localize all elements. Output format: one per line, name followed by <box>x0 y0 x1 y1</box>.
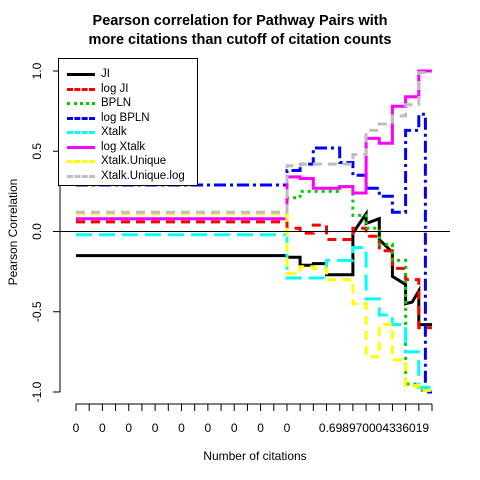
series-layer <box>76 69 432 394</box>
legend-label: log Xtalk <box>101 140 146 153</box>
x-tick-label: 0 <box>73 421 80 435</box>
legend-item: Xtalk.Unique.log <box>59 169 197 183</box>
axes-layer: 1.0 0.5 0.0 -0.5 -1.0 0 0 0 0 0 0 0 0 0 0.698970004336… <box>30 62 450 435</box>
x-tick-label: 0 <box>205 421 212 435</box>
legend-item: log Xtalk <box>59 140 197 154</box>
legend-label: log JI <box>101 82 129 95</box>
series-line-bpln <box>76 185 432 392</box>
x-tick-label: 0 <box>231 421 238 435</box>
y-tick-label: -0.5 <box>30 301 44 322</box>
x-tick-label: 0.698970004336019 <box>319 421 429 435</box>
legend-item: BPLN <box>59 96 197 110</box>
x-tick-label: 0 <box>284 421 291 435</box>
series-line-xtalk-unique-log <box>76 71 432 214</box>
y-tick-label: 0.0 <box>30 223 44 240</box>
legend-item: JI <box>59 67 197 81</box>
legend-label: log BPLN <box>101 111 150 124</box>
series-line-log-xtalk <box>76 69 432 221</box>
legend-swatch <box>67 131 95 134</box>
legend-swatch <box>67 174 95 178</box>
legend-label: BPLN <box>101 97 132 109</box>
legend-item: log JI <box>59 82 197 96</box>
y-tick-label: 0.5 <box>30 143 44 160</box>
x-tick-label: 0 <box>99 421 106 435</box>
legend-swatch <box>67 102 95 105</box>
x-tick-label: 0 <box>125 421 132 435</box>
x-tick-label: 0 <box>257 421 264 435</box>
y-tick-label: -1.0 <box>30 381 44 402</box>
legend-swatch <box>67 73 95 76</box>
x-axis-label: Number of citations <box>203 449 307 463</box>
x-tick-label: 0 <box>178 421 185 435</box>
x-tick-label: 0 <box>152 421 159 435</box>
legend-item: Xtalk.Unique <box>59 154 197 168</box>
legend-item: log BPLN <box>59 111 197 125</box>
legend-swatch <box>67 145 95 149</box>
legend-label: Xtalk.Unique <box>101 155 167 167</box>
series-line-xtalk-unique <box>76 212 432 392</box>
chart-title-line-2: more citations than cutoff of citation c… <box>88 32 392 48</box>
legend-label: JI <box>101 68 110 80</box>
series-line-ji <box>76 208 432 327</box>
legend-swatch <box>67 87 95 91</box>
y-axis-label: Pearson Correlation <box>6 178 20 286</box>
legend-swatch <box>67 116 95 120</box>
y-tick-label: 1.0 <box>30 62 44 79</box>
legend-swatch <box>67 160 95 163</box>
legend: JI log JI BPLN log BPLN Xtalk log Xtalk Xtalk.… <box>58 58 198 186</box>
legend-label: Xtalk.Unique.log <box>101 169 185 182</box>
series-line-xtalk <box>76 233 432 389</box>
legend-label: Xtalk <box>101 126 127 138</box>
legend-item: Xtalk <box>59 125 197 139</box>
chart-title-line-1: Pearson correlation for Pathway Pairs wi… <box>92 13 388 29</box>
